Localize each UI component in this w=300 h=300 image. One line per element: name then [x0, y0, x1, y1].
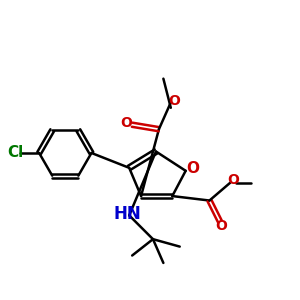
Text: O: O [187, 161, 200, 176]
Text: O: O [168, 94, 180, 108]
Text: O: O [227, 173, 239, 187]
Text: Cl: Cl [7, 146, 23, 160]
Text: O: O [120, 116, 132, 130]
Text: HN: HN [114, 205, 142, 223]
Text: O: O [215, 219, 227, 233]
